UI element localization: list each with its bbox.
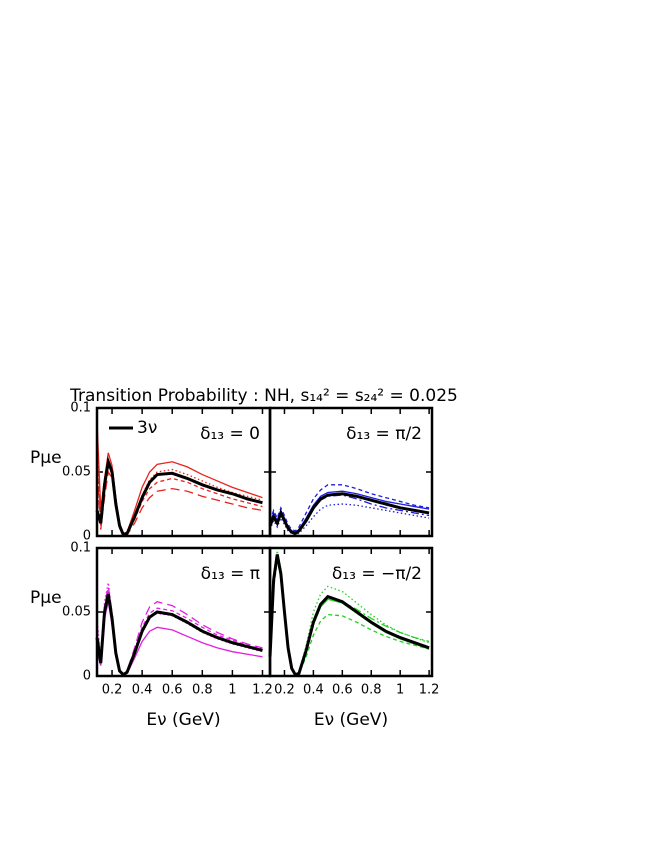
y-tick-label: 0 (83, 529, 91, 544)
y-tick-label: 0.1 (70, 401, 91, 416)
curve (268, 554, 430, 677)
panel-frame (268, 406, 434, 538)
x-tick-label: 1 (228, 683, 236, 698)
figure-title: Transition Probability : NH, s₁₄² = s₂₄²… (69, 386, 458, 406)
y-axis-label: Pμe (30, 448, 62, 468)
curve (96, 446, 263, 535)
x-tick-label: 0.6 (332, 683, 353, 698)
curve (269, 484, 430, 532)
curve (96, 586, 263, 676)
panel-annotation: δ₁₃ = π (201, 564, 260, 584)
x-tick-label: 0.8 (361, 683, 382, 698)
curve (268, 492, 430, 536)
x-tick-label: 0.4 (132, 683, 153, 698)
curve (95, 455, 263, 537)
curve (96, 582, 263, 676)
curve (269, 554, 430, 676)
x-tick-label: 0.2 (102, 683, 123, 698)
x-tick-label: 1 (396, 683, 404, 698)
x-tick-label: 0.8 (192, 683, 213, 698)
curve (96, 601, 263, 676)
x-tick-label: 1.2 (252, 683, 273, 698)
panel-annotation: δ₁₃ = π/2 (346, 424, 422, 444)
x-tick-label: 0.6 (162, 683, 183, 698)
curve (269, 560, 430, 676)
y-axis-label: Pμe (30, 588, 62, 608)
legend-label: 3ν (137, 418, 157, 438)
y-tick-label: 0.05 (62, 465, 91, 480)
curve (96, 470, 263, 536)
curve (96, 420, 263, 535)
x-tick-label: 1.2 (419, 683, 440, 698)
y-tick-label: 0 (83, 669, 91, 684)
x-axis-label: Eν (GeV) (146, 710, 220, 730)
x-tick-label: 0.4 (303, 683, 324, 698)
curve (95, 593, 263, 677)
x-axis-label: Eν (GeV) (314, 710, 388, 730)
y-tick-label: 0.05 (62, 605, 91, 620)
x-tick-label: 0.2 (274, 683, 295, 698)
panel-annotation: δ₁₃ = −π/2 (332, 564, 422, 584)
panel-frame (268, 546, 434, 678)
panel-annotation: δ₁₃ = 0 (200, 424, 260, 444)
y-tick-label: 0.1 (70, 541, 91, 556)
